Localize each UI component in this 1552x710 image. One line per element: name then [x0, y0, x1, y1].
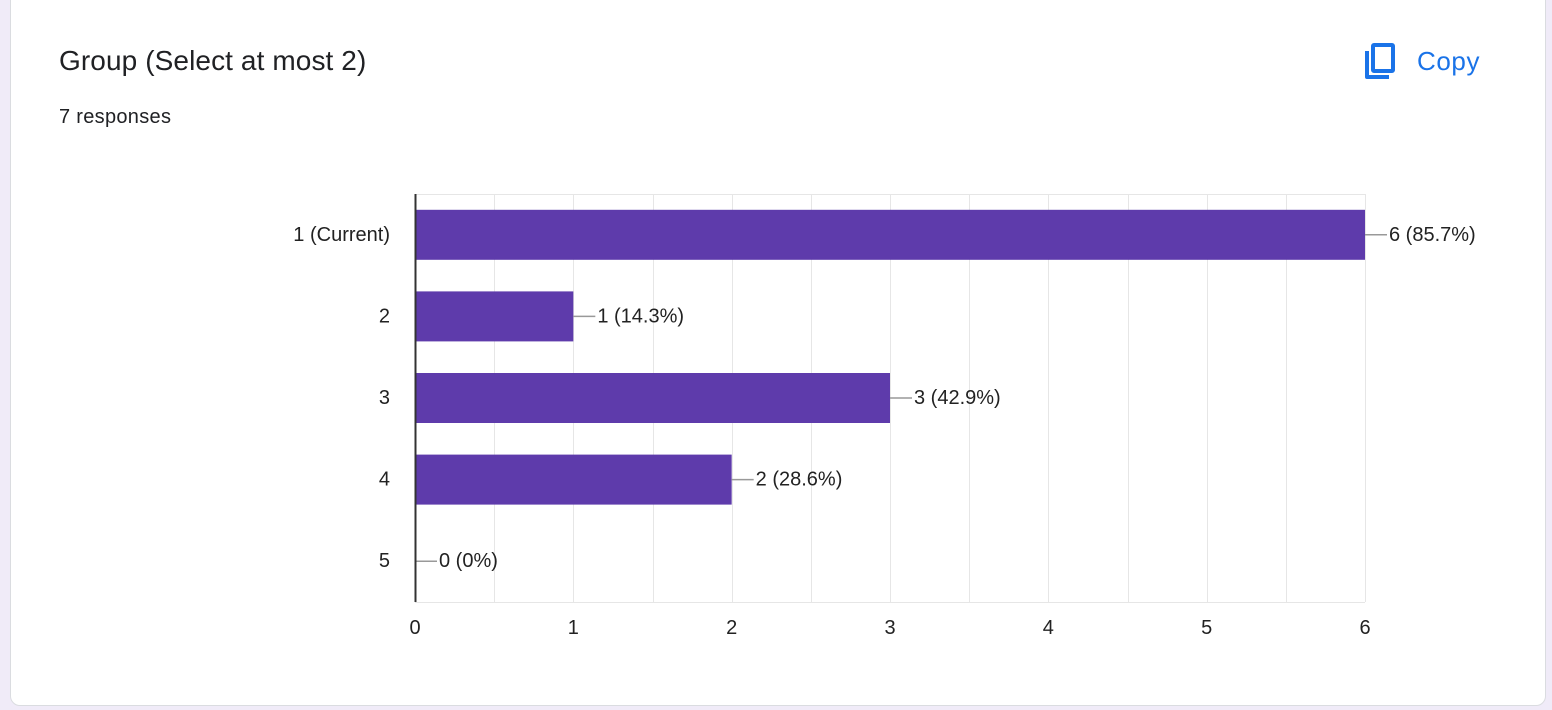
axes: 1 (Current) 2 3 4 5 0 1 2 3 4 5 6 — [293, 194, 1371, 639]
x-tick-label: 3 — [884, 617, 895, 639]
x-tick-label: 4 — [1043, 617, 1054, 639]
x-tick-label: 1 — [568, 617, 579, 639]
chart-card: Group (Select at most 2) 7 responses Cop… — [10, 0, 1546, 706]
x-tick-label: 2 — [726, 617, 737, 639]
category-label: 5 — [379, 550, 390, 572]
bar — [415, 209, 1365, 260]
data-label: 6 (85.7%) — [1389, 224, 1476, 246]
category-label: 2 — [379, 305, 390, 327]
response-count: 7 responses — [59, 106, 172, 128]
data-label: 1 (14.3%) — [597, 305, 684, 327]
category-label: 3 — [379, 387, 390, 409]
x-tick-label: 0 — [409, 617, 420, 639]
x-tick-label: 5 — [1201, 617, 1212, 639]
category-label: 4 — [379, 469, 390, 491]
copy-icon — [1365, 43, 1395, 79]
bar — [415, 454, 732, 505]
category-label: 1 (Current) — [293, 224, 390, 246]
copy-label: Copy — [1417, 45, 1481, 76]
bar — [415, 291, 574, 342]
question-title: Group (Select at most 2) — [59, 45, 367, 76]
bar-chart: 6 (85.7%) 1 (14.3%) 3 (42.9%) 2 (28.6%) 0 (0… — [293, 194, 1476, 639]
data-label: 3 (42.9%) — [914, 387, 1001, 409]
data-labels: 6 (85.7%) 1 (14.3%) 3 (42.9%) 2 (28.6%) 0 (0… — [415, 224, 1476, 572]
x-tick-label: 6 — [1359, 617, 1370, 639]
data-label: 0 (0%) — [439, 550, 498, 572]
bars — [415, 209, 1365, 505]
copy-chart-button[interactable]: Copy — [1351, 37, 1490, 85]
data-label: 2 (28.6%) — [756, 469, 843, 491]
bar — [415, 373, 890, 423]
